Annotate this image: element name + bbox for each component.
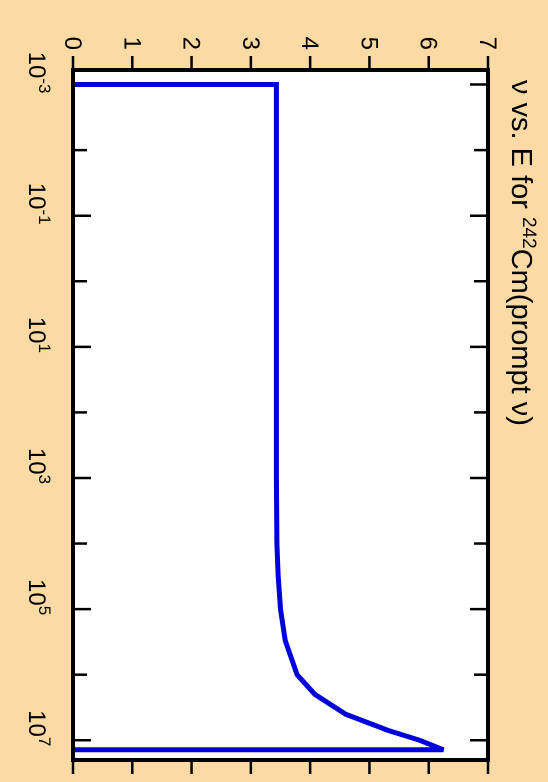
plot-area [73, 70, 488, 760]
y-tick-label: 4 [296, 37, 323, 50]
y-tick-label: 1 [118, 37, 145, 50]
y-tick-label: 5 [355, 37, 382, 50]
y-tick-label: 7 [474, 37, 501, 50]
chart-title: ν vs. E for 242Cm(prompt ν) [505, 80, 539, 426]
series-line [73, 82, 445, 753]
y-tick-label: 2 [178, 37, 205, 50]
axis-labels: 10-3 10-1 101 103 105 107 0 1 2 3 4 5 6 7 [23, 37, 501, 747]
title-suffix: Cm(prompt ν) [505, 249, 537, 426]
series-layer [73, 82, 445, 753]
y-tick-label: 6 [415, 37, 442, 50]
x-tick-label: 105 [23, 579, 54, 615]
y-tick-label: 0 [59, 37, 86, 50]
x-tick-label: 10-1 [23, 183, 54, 225]
x-tick-label: 101 [23, 317, 54, 353]
title-prefix: ν vs. E for [505, 80, 537, 217]
x-tick-label: 107 [23, 710, 54, 746]
y-tick-label: 3 [237, 37, 264, 50]
x-tick-label: 10-3 [23, 52, 54, 94]
axis-ticks [71, 56, 490, 774]
x-tick-label: 103 [23, 448, 54, 484]
title-isotope-mass: 242 [518, 217, 539, 249]
plot-frame [71, 68, 490, 762]
